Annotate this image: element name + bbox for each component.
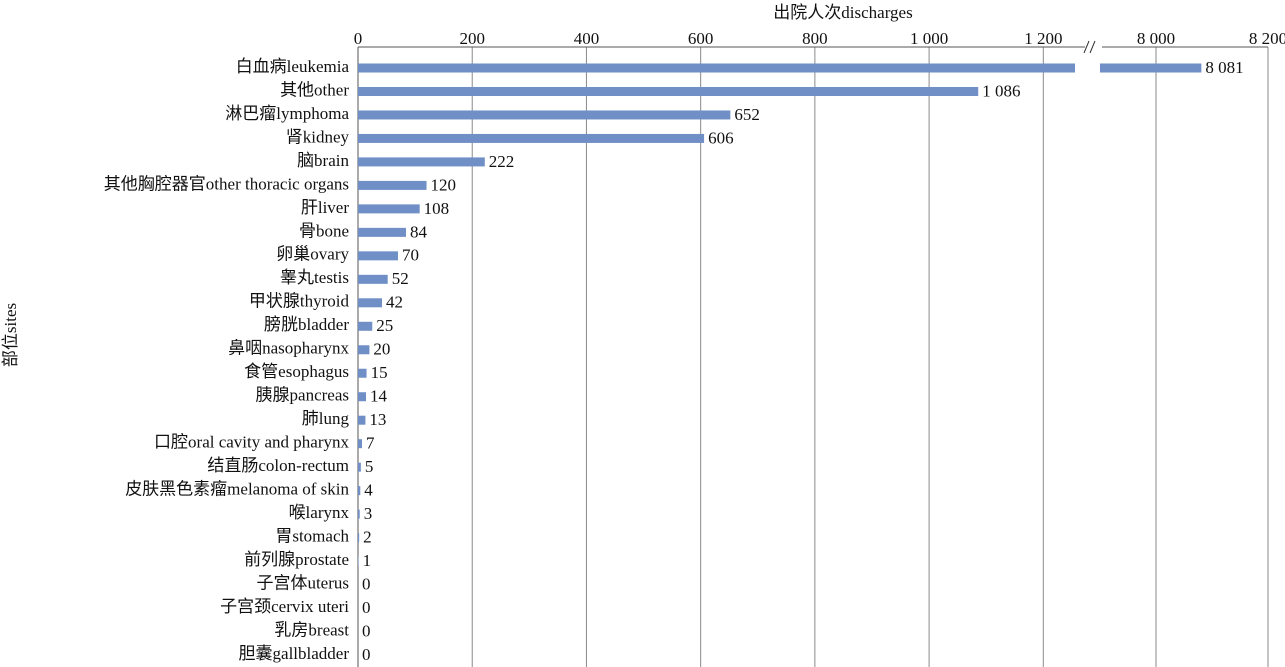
bar xyxy=(358,439,362,449)
value-label: 84 xyxy=(410,222,428,241)
bar xyxy=(358,133,705,143)
y-tick-label: 骨bone xyxy=(299,221,349,240)
y-tick-label: 胆囊gallbladder xyxy=(239,644,350,663)
x-tick-label: 1 000 xyxy=(910,29,948,48)
bar xyxy=(358,486,361,496)
x-tick-label: 800 xyxy=(802,29,828,48)
value-label: 5 xyxy=(365,457,374,476)
bar xyxy=(358,556,359,566)
bar xyxy=(358,415,366,425)
y-tick-label: 甲状腺thyroid xyxy=(249,292,350,311)
value-label: 120 xyxy=(431,175,457,194)
y-tick-label: 其他胸腔器官other thoracic organs xyxy=(104,174,349,193)
y-tick-label: 膀胱bladder xyxy=(264,315,349,334)
value-label: 3 xyxy=(364,504,373,523)
y-tick-label: 睾丸testis xyxy=(280,268,349,287)
value-label: 8 081 xyxy=(1205,58,1243,77)
bar xyxy=(358,227,406,237)
bar xyxy=(358,368,367,378)
bar xyxy=(358,86,979,96)
value-label: 42 xyxy=(386,293,403,312)
x-tick-label: 200 xyxy=(459,29,485,48)
y-tick-label: 子宫体uterus xyxy=(256,573,349,592)
value-label: 1 xyxy=(363,551,372,570)
bar xyxy=(358,251,398,261)
bar xyxy=(358,462,361,472)
y-tick-label: 口腔oral cavity and pharynx xyxy=(154,433,349,452)
y-tick-label: 肺lung xyxy=(302,409,350,428)
x-tick-label: 1 200 xyxy=(1024,29,1062,48)
y-tick-label: 前列腺prostate xyxy=(244,550,349,569)
value-label: 7 xyxy=(366,434,375,453)
value-label: 2 xyxy=(363,528,372,547)
value-label: 14 xyxy=(370,387,388,406)
value-label: 52 xyxy=(392,269,409,288)
bar xyxy=(358,110,731,120)
y-tick-label: 胃stomach xyxy=(275,527,349,546)
value-label: 108 xyxy=(424,199,450,218)
bar xyxy=(358,63,1202,73)
value-label: 13 xyxy=(369,410,386,429)
value-label: 20 xyxy=(373,340,390,359)
value-label: 606 xyxy=(708,128,734,147)
y-tick-label: 肝liver xyxy=(301,198,349,217)
y-tick-label: 食管esophagus xyxy=(244,362,349,381)
y-tick-label: 淋巴瘤lymphoma xyxy=(225,104,349,123)
y-tick-label: 白血病leukemia xyxy=(236,57,350,76)
y-tick-label: 结直肠colon-rectum xyxy=(207,456,349,475)
y-tick-label: 喉larynx xyxy=(289,503,350,522)
x-tick-label: 8 200 xyxy=(1249,29,1285,48)
x-tick-label: 0 xyxy=(354,29,363,48)
value-label: 15 xyxy=(371,363,388,382)
value-label: 70 xyxy=(402,246,419,265)
bar xyxy=(358,157,485,167)
value-label: 222 xyxy=(489,152,515,171)
value-label: 652 xyxy=(734,105,760,124)
value-label: 1 086 xyxy=(982,81,1020,100)
bar xyxy=(358,533,360,543)
y-tick-label: 肾kidney xyxy=(286,127,350,146)
x-tick-label: 600 xyxy=(688,29,714,48)
x-axis-title: 出院人次discharges xyxy=(773,3,912,22)
y-tick-label: 皮肤黑色素瘤melanoma of skin xyxy=(125,480,349,499)
y-tick-label: 其他other xyxy=(280,80,349,99)
y-tick-label: 鼻咽nasopharynx xyxy=(228,339,349,358)
bar xyxy=(358,298,382,308)
value-label: 0 xyxy=(362,598,371,617)
y-tick-label: 胰腺pancreas xyxy=(256,386,349,405)
value-label: 25 xyxy=(376,316,393,335)
value-label: 0 xyxy=(362,574,371,593)
bar xyxy=(358,274,388,284)
axis-break xyxy=(1083,40,1096,54)
value-label: 0 xyxy=(362,645,371,664)
bar xyxy=(358,509,360,519)
x-tick-label: 8 000 xyxy=(1137,29,1175,48)
x-tick-label: 400 xyxy=(574,29,600,48)
bar xyxy=(358,180,427,190)
bar xyxy=(358,321,373,331)
y-tick-label: 乳房breast xyxy=(274,620,349,639)
bar xyxy=(358,392,366,402)
value-label: 4 xyxy=(364,481,373,500)
y-tick-label: 子宫颈cervix uteri xyxy=(220,597,349,616)
y-tick-label: 卵巢ovary xyxy=(276,245,349,264)
bar xyxy=(358,345,370,355)
y-axis-title: 部位sites xyxy=(1,303,20,367)
bar xyxy=(358,204,420,214)
value-label: 0 xyxy=(362,621,371,640)
y-tick-label: 脑brain xyxy=(297,151,349,170)
